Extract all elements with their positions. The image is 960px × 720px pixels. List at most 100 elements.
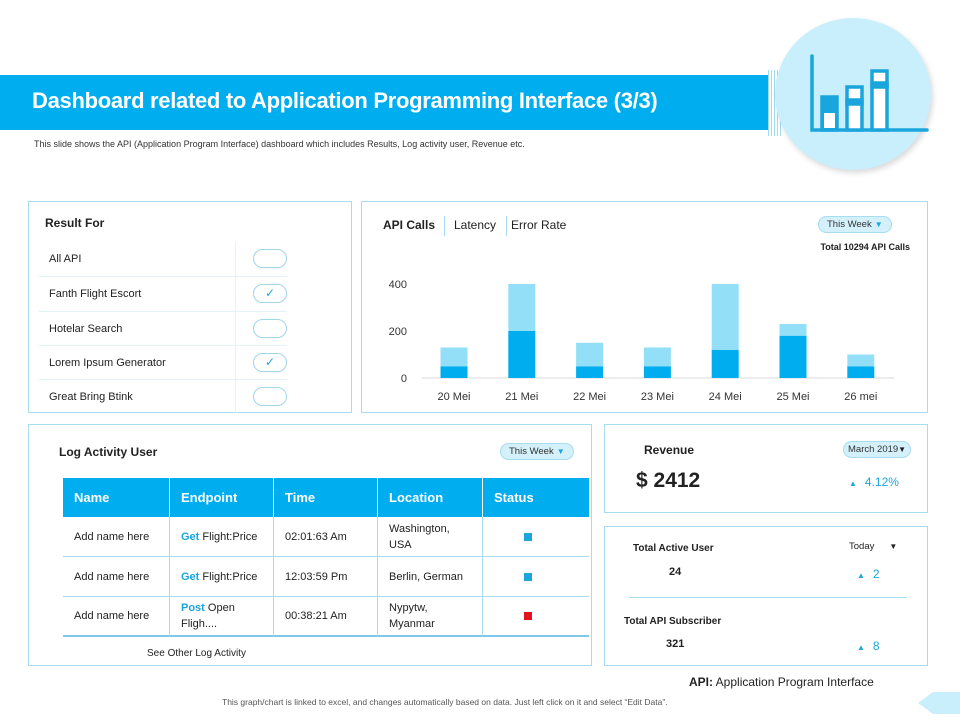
filter-label: Today xyxy=(849,541,875,552)
tab-error-rate[interactable]: Error Rate xyxy=(511,218,567,232)
time-text: 12:03:59 Pm xyxy=(285,570,348,583)
location-text: Washington, USA xyxy=(389,522,450,551)
x-tick-label: 22 Mei xyxy=(573,391,606,403)
column-header: Name xyxy=(63,478,170,517)
today-filter-dropdown[interactable]: Today ▼ xyxy=(849,541,897,552)
option-label: Hotelar Search xyxy=(49,322,123,335)
revenue-title: Revenue xyxy=(644,443,695,457)
result-option: Fanth Flight Escort ✓ xyxy=(39,276,287,310)
term: API: xyxy=(689,675,713,689)
endpoint-text: Flight:Price xyxy=(199,570,258,583)
bar-segment xyxy=(847,366,875,378)
change-value: 2 xyxy=(872,567,880,581)
active-user-change: ▲ 2 xyxy=(857,567,880,581)
caret-down-icon: ▼ xyxy=(889,542,898,551)
bar-segment xyxy=(643,347,671,367)
location-text: Nypytw, Myanmar xyxy=(389,602,435,630)
result-option: Lorem Ipsum Generator ✓ xyxy=(39,344,287,379)
time-text: 02:01:63 Am xyxy=(285,530,347,543)
name-cell-text: Add name here xyxy=(74,570,150,583)
month-filter-dropdown[interactable]: March 2019▼ xyxy=(843,441,912,458)
table-cell: 12:03:59 Pm xyxy=(274,557,378,597)
option-label: All API xyxy=(49,253,82,265)
name-cell-text: Add name here xyxy=(74,610,150,622)
header-badge xyxy=(775,18,931,170)
bar-segment xyxy=(711,349,739,378)
bar-segment xyxy=(576,366,604,378)
bar-segment xyxy=(508,331,536,378)
option-checkbox[interactable]: ✓ xyxy=(253,284,287,304)
page-title: Dashboard related to Application Program… xyxy=(32,88,658,113)
table-cell: 00:38:21 Am xyxy=(274,597,378,637)
active-user-label: Total Active User xyxy=(633,543,714,554)
x-tick-label: 20 Mei xyxy=(437,391,470,403)
y-tick-label: 400 xyxy=(389,279,407,291)
tab-latency[interactable]: Latency xyxy=(454,218,497,232)
table-cell xyxy=(483,517,589,557)
table-cell: 02:01:63 Am xyxy=(274,517,378,557)
revenue-value: $ 2412 xyxy=(636,469,701,492)
title-banner xyxy=(0,75,778,130)
table-cell: Add name here xyxy=(63,557,170,597)
option-checkbox[interactable] xyxy=(253,387,287,407)
option-checkbox[interactable]: ✓ xyxy=(253,352,287,372)
bar-segment xyxy=(576,342,604,367)
divider xyxy=(235,242,236,414)
endpoint-text: Flight:Price xyxy=(199,530,258,543)
corner-tab xyxy=(918,692,960,714)
api-definition: API: Application Program Interface xyxy=(689,675,874,689)
column-header: Status xyxy=(483,478,589,517)
x-tick-label: 25 Mei xyxy=(776,391,809,403)
bar-chart-icon xyxy=(810,54,929,132)
table-cell: Nypytw, Myanmar xyxy=(378,597,483,637)
filter-label: This Week xyxy=(827,219,872,230)
see-other-log-activity-link[interactable]: See Other Log Activity xyxy=(147,648,246,659)
week-filter-dropdown[interactable]: This Week ▼ xyxy=(818,216,892,233)
bar-segment xyxy=(779,335,807,378)
table-cell: Get Flight:Price xyxy=(170,557,274,597)
location-text: Berlin, German xyxy=(389,570,463,583)
revenue-change: ▲ 4.12% xyxy=(849,475,899,489)
bar-segment xyxy=(440,366,468,378)
result-option: All API xyxy=(39,242,287,276)
log-week-filter-dropdown[interactable]: This Week ▼ xyxy=(500,443,574,460)
api-calls-chart: 0 200 400 20 Mei 21 Mei 22 Mei 23 Mei 24 Mei 25 … xyxy=(389,279,894,403)
arrow-up-icon: ▲ xyxy=(857,571,865,580)
bar-segment xyxy=(779,323,807,336)
filter-label: March 2019 xyxy=(848,444,899,455)
http-method: Post xyxy=(181,602,205,614)
table-cell xyxy=(483,557,589,597)
option-checkbox[interactable] xyxy=(253,318,287,338)
bar-segment xyxy=(847,354,875,367)
total-api-calls: Total 10294 API Calls xyxy=(820,242,910,252)
http-method: Get xyxy=(181,570,200,583)
subscriber-change: ▲ 8 xyxy=(857,639,880,653)
http-method: Get xyxy=(181,530,200,543)
option-label: Great Bring Btink xyxy=(49,391,133,404)
option-label: Lorem Ipsum Generator xyxy=(49,356,166,369)
option-checkbox[interactable] xyxy=(253,249,287,268)
bar-segment xyxy=(643,366,671,378)
x-tick-label: 26 mei xyxy=(844,391,877,403)
caret-down-icon: ▼ xyxy=(556,447,565,456)
filter-label: This Week xyxy=(509,446,554,457)
tab-api-calls[interactable]: API Calls xyxy=(383,218,436,232)
divider xyxy=(629,597,907,598)
table-cell: Post Open Fligh.... xyxy=(170,597,274,637)
table-cell: Berlin, German xyxy=(378,557,483,597)
users-panel: Today ▼ Total Active User 24 ▲ 2 Total API… xyxy=(604,526,928,666)
caret-down-icon: ▼ xyxy=(874,220,883,229)
subscriber-label: Total API Subscriber xyxy=(624,616,722,627)
active-user-value: 24 xyxy=(669,566,682,578)
footer-note: This graph/chart is linked to excel, and… xyxy=(222,697,668,707)
check-icon: ✓ xyxy=(264,286,276,301)
table-cell: Washington, USA xyxy=(378,517,483,557)
x-tick-label: 21 Mei xyxy=(505,391,538,403)
result-for-panel: Result For All API Fanth Flight Escort ✓ Ho… xyxy=(28,201,352,414)
endpoint-text: Open Fligh.... xyxy=(181,602,235,630)
table-cell: Add name here xyxy=(63,517,170,557)
table-cell: Get Flight:Price xyxy=(170,517,274,557)
tab-divider xyxy=(506,216,507,236)
definition: Application Program Interface xyxy=(713,675,874,689)
change-value: 4.12% xyxy=(864,475,899,489)
